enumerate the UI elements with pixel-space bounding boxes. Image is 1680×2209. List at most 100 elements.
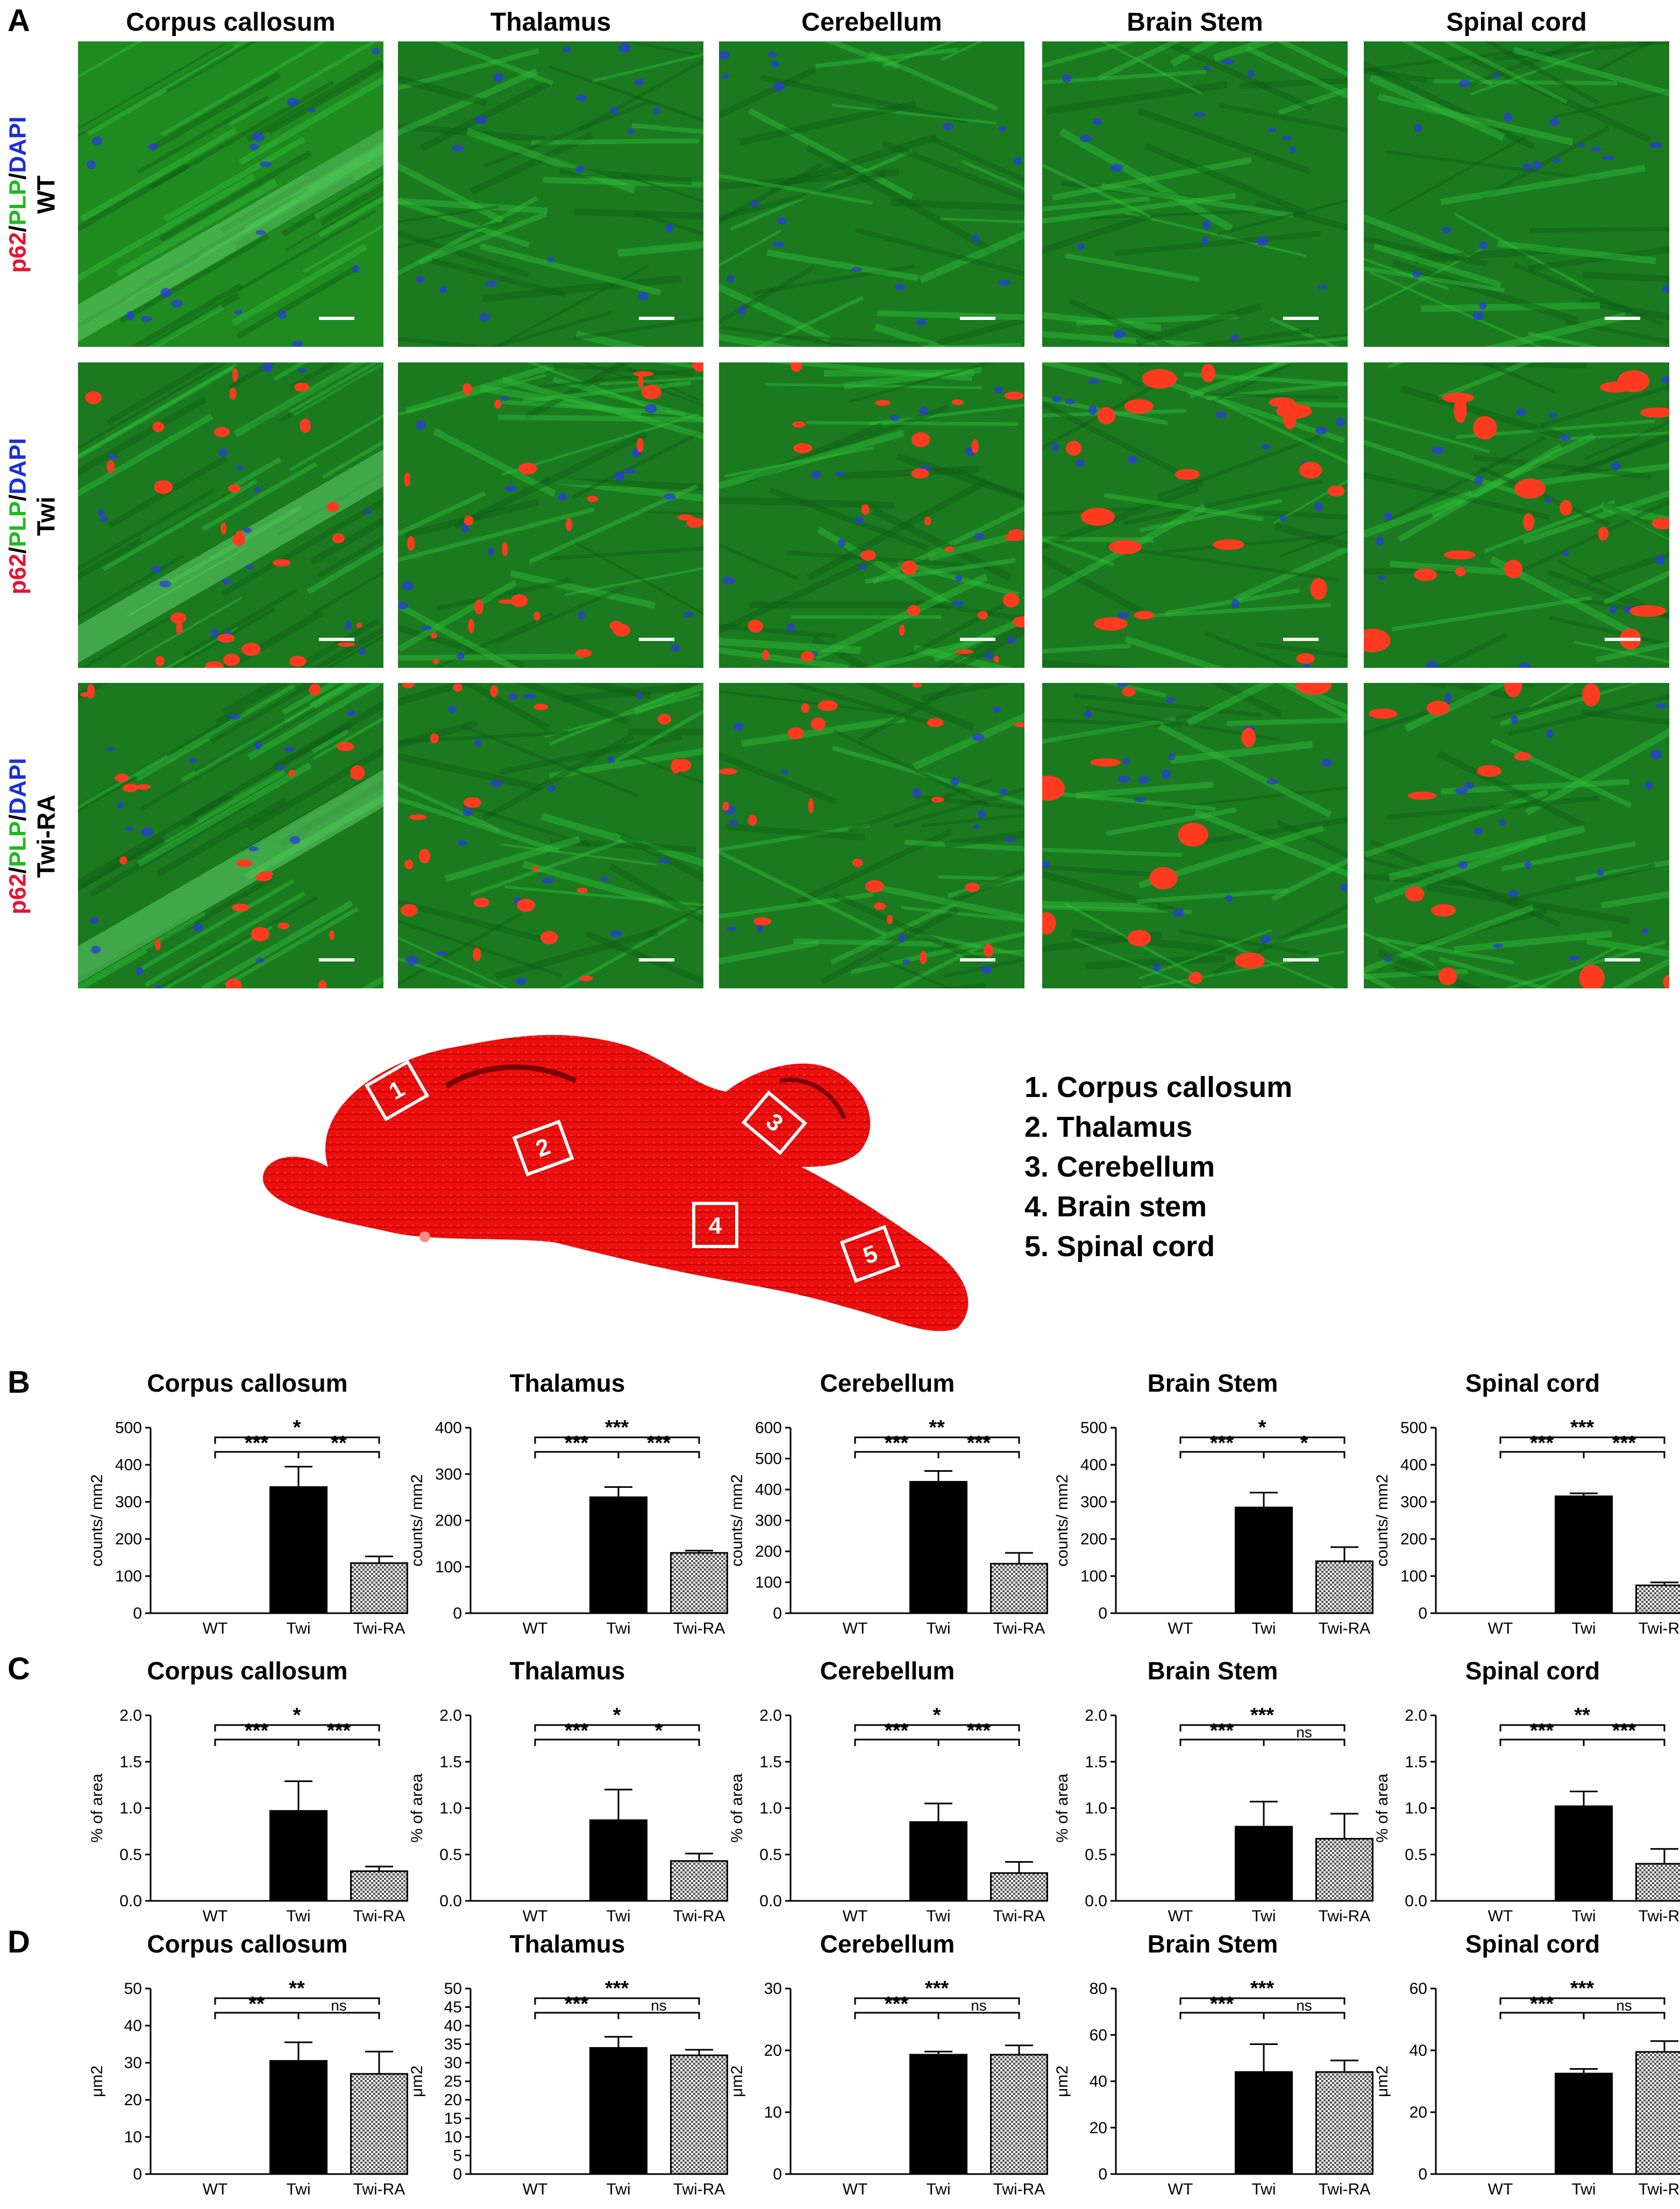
error-bar <box>365 2051 393 2073</box>
x-tick-label: WT <box>203 1620 228 1637</box>
error-bar <box>924 1804 952 1822</box>
y-tick-label: 200 <box>1080 1530 1107 1548</box>
bar <box>1236 2072 1292 2174</box>
significance-label: *** <box>885 1993 909 2015</box>
significance-label: *** <box>925 1977 949 2000</box>
y-axis-label: μm2 <box>88 2065 106 2097</box>
bar <box>590 1820 647 1901</box>
significance-label: * <box>613 1704 621 1727</box>
y-tick-label: 0.0 <box>759 1892 782 1910</box>
significance-bracket <box>1500 1452 1664 1458</box>
significance-label: *** <box>1250 1704 1275 1727</box>
error-bar <box>284 2042 312 2061</box>
significance-label: * <box>655 1720 663 1742</box>
significance-label: *** <box>327 1720 351 1742</box>
y-axis-label: counts/ mm2 <box>1053 1474 1071 1567</box>
y-tick-label: 100 <box>755 1574 782 1592</box>
y-axis-label: μm2 <box>728 2065 746 2097</box>
y-tick-label: 500 <box>1400 1419 1427 1437</box>
significance-bracket <box>1500 1740 1664 1746</box>
bar <box>1636 1864 1680 1901</box>
y-tick-label: 0.0 <box>1085 1892 1107 1910</box>
error-bar <box>1005 1862 1033 1873</box>
significance-label: ns <box>1616 1997 1632 2014</box>
error-bar <box>604 1790 632 1820</box>
y-tick-label: 40 <box>1410 2042 1427 2060</box>
significance-label: * <box>293 1416 301 1439</box>
y-tick-label: 500 <box>755 1450 782 1468</box>
error-bar <box>284 1466 312 1487</box>
x-tick-label: Twi <box>1572 1620 1596 1637</box>
stain-dapi: DAPI <box>4 117 31 173</box>
y-tick-label: 35 <box>444 2036 462 2054</box>
region-number: 4 <box>709 1213 722 1239</box>
micrograph-image <box>78 41 383 347</box>
significance-label: ** <box>331 1432 347 1455</box>
x-tick-label: Twi-RA <box>1319 1620 1371 1637</box>
y-tick-label: 0 <box>133 2165 142 2183</box>
significance-label: *** <box>1530 1993 1554 2015</box>
micrograph-image <box>78 683 383 988</box>
stain-separator: / <box>4 547 31 553</box>
error-bar <box>1005 2046 1033 2055</box>
significance-label: *** <box>1250 1977 1275 2000</box>
significance-label: *** <box>967 1720 991 1742</box>
x-tick-label: WT <box>1488 1620 1513 1637</box>
y-tick-label: 500 <box>1080 1419 1107 1437</box>
significance-label: ** <box>248 1993 265 2015</box>
y-tick-label: 400 <box>1400 1456 1427 1474</box>
x-tick-label: Twi-RA <box>993 1907 1045 1925</box>
y-tick-label: 200 <box>755 1543 782 1560</box>
x-tick-label: Twi-RA <box>1639 2181 1680 2198</box>
stain-separator: / <box>4 815 31 821</box>
bar <box>590 2048 647 2174</box>
error-bar <box>1650 1849 1678 1864</box>
x-tick-label: Twi <box>1252 1620 1276 1637</box>
x-tick-label: Twi <box>1252 2181 1276 2198</box>
bar <box>1236 1827 1292 1901</box>
significance-label: *** <box>245 1432 269 1455</box>
y-axis-label: % of area <box>1053 1773 1071 1843</box>
brain-tissue <box>263 1035 968 1331</box>
y-tick-label: 400 <box>1080 1456 1107 1474</box>
y-tick-label: 20 <box>1410 2104 1427 2121</box>
y-tick-label: 0 <box>1098 1605 1107 1622</box>
significance-label: ** <box>289 1977 305 2000</box>
y-tick-label: 500 <box>115 1419 142 1437</box>
x-tick-label: Twi-RA <box>1319 2181 1371 2198</box>
y-tick-label: 10 <box>764 2104 782 2121</box>
y-tick-label: 100 <box>1400 1567 1427 1585</box>
significance-bracket <box>535 1452 699 1458</box>
y-axis-label: % of area <box>408 1773 426 1843</box>
significance-label: *** <box>647 1432 671 1455</box>
bar <box>991 2055 1048 2174</box>
significance-label: ns <box>1296 1724 1312 1741</box>
x-tick-label: Twi <box>287 1620 311 1637</box>
y-axis-label: μm2 <box>1373 2065 1391 2097</box>
significance-label: *** <box>565 1993 589 2015</box>
micrograph-image <box>78 362 383 668</box>
x-tick-label: Twi <box>927 2181 951 2198</box>
error-bar <box>685 2050 713 2055</box>
significance-label: *** <box>1570 1977 1594 2000</box>
y-tick-label: 300 <box>1080 1493 1107 1511</box>
significance-bracket <box>855 2013 1019 2019</box>
significance-bracket <box>215 2013 379 2019</box>
stain-dapi: DAPI <box>4 758 31 815</box>
y-axis-label: % of area <box>1373 1773 1391 1843</box>
y-tick-label: 2.0 <box>1085 1707 1107 1725</box>
significance-label: ns <box>1296 1997 1312 2014</box>
bar <box>671 2055 728 2174</box>
error-bar <box>284 1781 312 1811</box>
significance-bracket <box>535 1740 699 1746</box>
error-bar <box>604 2037 632 2048</box>
y-tick-label: 50 <box>124 1980 142 1998</box>
error-bar <box>685 1854 713 1861</box>
x-tick-label: Twi <box>1572 1907 1596 1925</box>
x-tick-label: Twi <box>607 2181 631 2198</box>
significance-label: *** <box>885 1432 909 1455</box>
